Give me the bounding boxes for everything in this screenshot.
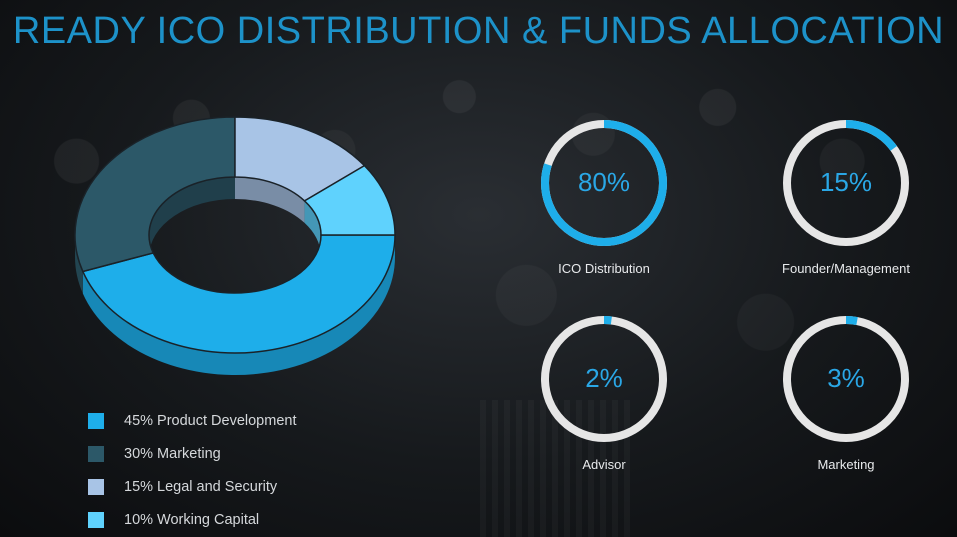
ring-value: 15% <box>819 167 873 197</box>
ring-value: 80% <box>577 167 631 197</box>
ring-progress-arc <box>541 120 667 246</box>
page-title: READY ICO DISTRIBUTION & FUNDS ALLOCATIO… <box>12 10 945 52</box>
ring-label: Marketing <box>817 457 875 472</box>
legend-swatch <box>88 478 104 495</box>
legend-item-working-capital: 10% Working Capital <box>88 503 297 536</box>
ring-label: ICO Distribution <box>558 261 650 276</box>
donut-slice-side <box>75 235 83 294</box>
ring-progress-arc <box>541 316 667 442</box>
ring-founder-management: 15% Founder/Management <box>756 117 936 276</box>
donut-slice-inner-wall <box>304 200 321 257</box>
legend-label: 45% Product Development <box>124 412 297 429</box>
ring-chart <box>541 316 667 442</box>
legend-swatch <box>88 412 104 429</box>
legend-label: 30% Marketing <box>124 445 221 462</box>
legend-swatch <box>88 445 104 462</box>
legend-item-marketing: 30% Marketing <box>88 437 297 470</box>
ring-value: 3% <box>827 363 865 393</box>
donut-legend: 45% Product Development 30% Marketing 15… <box>88 404 297 536</box>
allocation-donut-chart <box>74 116 396 375</box>
legend-label: 10% Working Capital <box>124 511 260 528</box>
ring-chart <box>783 120 909 246</box>
ring-label: Founder/Management <box>782 261 910 276</box>
ring-chart <box>541 120 667 246</box>
mixing-console-background <box>480 400 630 537</box>
legend-label: 15% Legal and Security <box>124 478 278 495</box>
legend-item-legal-security: 15% Legal and Security <box>88 470 297 503</box>
donut-slice-marketing <box>74 116 236 273</box>
ring-progress-arc <box>783 316 909 442</box>
donut-slice-product-development <box>81 234 396 354</box>
ring-value: 2% <box>585 363 623 393</box>
ring-ico-distribution: 80% ICO Distribution <box>514 117 694 276</box>
ring-progress-arc <box>783 120 909 246</box>
ring-chart <box>783 316 909 442</box>
legend-swatch <box>88 511 104 528</box>
ring-advisor: 2% Advisor <box>514 313 694 472</box>
legend-item-product-development: 45% Product Development <box>88 404 297 437</box>
ring-label: Advisor <box>582 457 626 472</box>
ring-marketing: 3% Marketing <box>756 313 936 472</box>
donut-slice-working-capital <box>303 164 396 236</box>
donut-slice-inner-wall <box>235 177 305 223</box>
